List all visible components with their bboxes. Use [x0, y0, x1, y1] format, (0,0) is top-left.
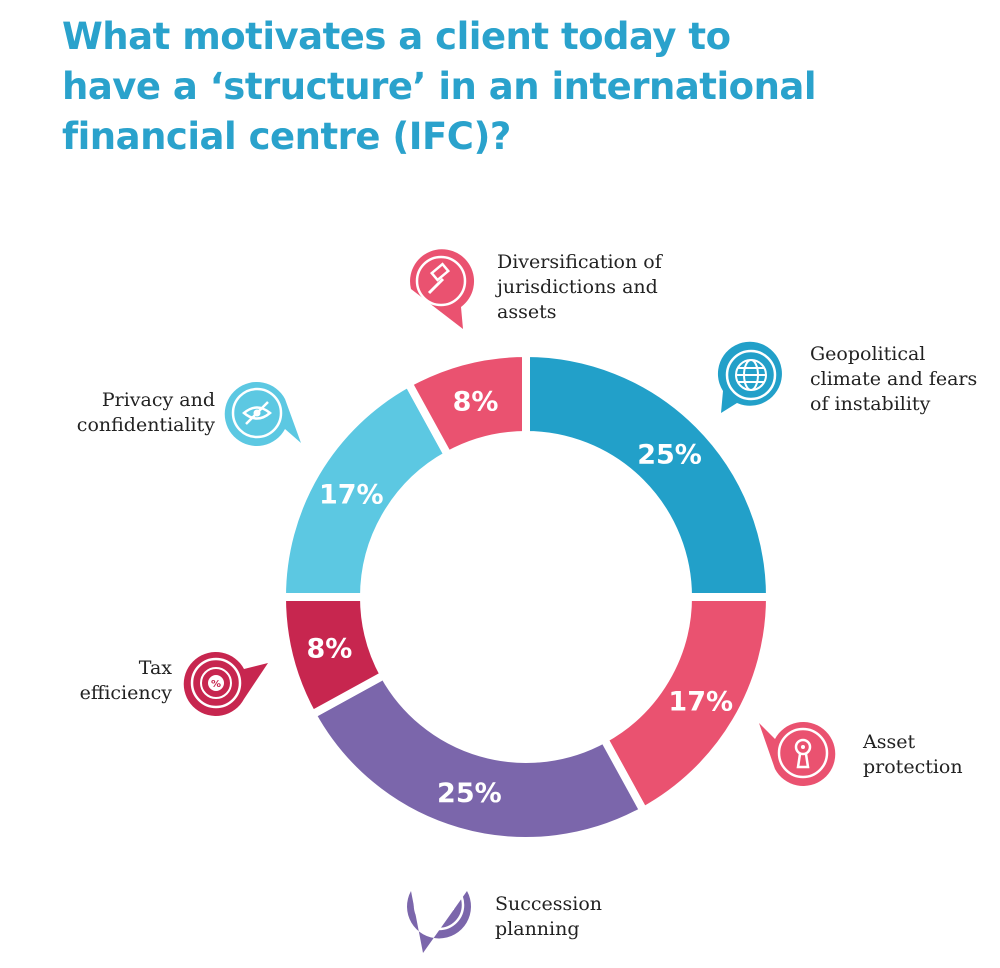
slice-geopolitical [522, 348, 775, 601]
label-tax: Tax efficiency [79, 657, 172, 704]
arrows-icon [407, 879, 471, 953]
globe-icon [717, 341, 782, 413]
label-geopolitical: Geopolitical climate and fears of instab… [810, 343, 978, 415]
keyhole-icon [759, 722, 836, 786]
label-asset-protection: Asset protection [863, 731, 963, 778]
svg-text:%: % [211, 679, 221, 690]
chart-title: What motivates a client today to have a … [62, 15, 817, 158]
label-diversification: Diversification of jurisdictions and ass… [497, 251, 662, 323]
eye-slash-icon [224, 382, 301, 446]
pct-label-tax: 8% [306, 633, 352, 664]
gavel-icon [410, 249, 475, 329]
label-succession: Succession planning [495, 893, 603, 940]
pct-label-diversification: 8% [453, 386, 499, 417]
slice-succession [306, 669, 649, 845]
pct-label-privacy: 17% [319, 480, 384, 511]
pct-label-succession: 25% [437, 778, 502, 809]
slice-diversification [403, 348, 530, 461]
pct-label-geopolitical: 25% [637, 439, 702, 470]
percent-target-icon: % [183, 652, 268, 716]
pct-label-asset-protection: 17% [668, 686, 733, 717]
label-privacy: Privacy and confidentiality [76, 389, 215, 436]
